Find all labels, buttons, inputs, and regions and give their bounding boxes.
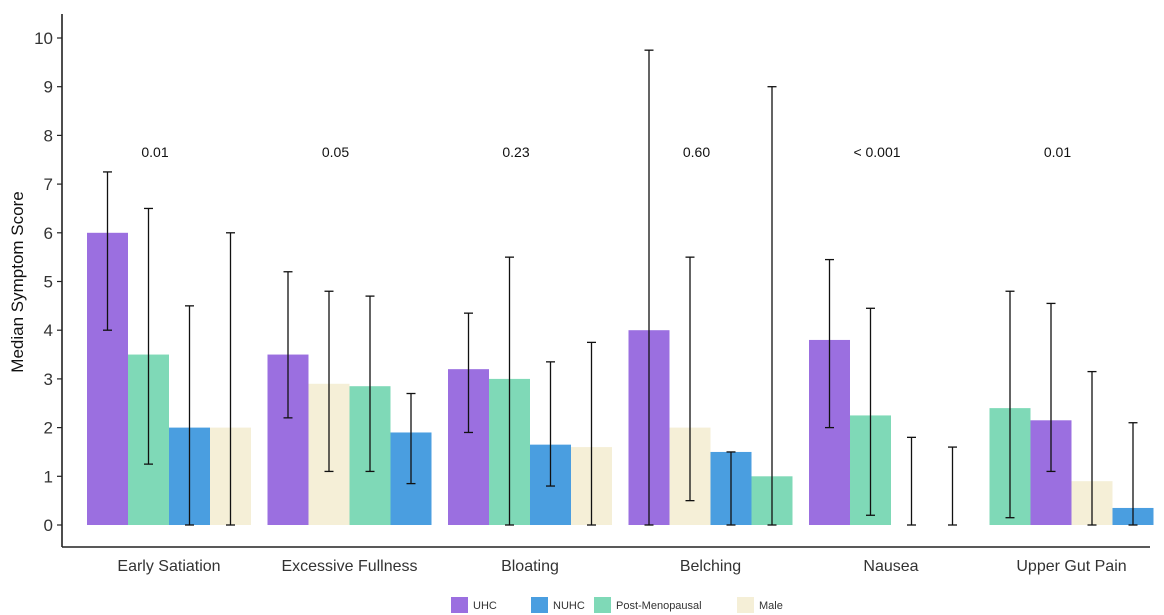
category-label-early-satiation: Early Satiation — [117, 558, 220, 575]
error-bar-early-satiation-post-menopausal — [144, 207, 153, 465]
error-bar-early-satiation-male — [226, 232, 235, 526]
error-bar-excessive-fullness-male — [324, 290, 334, 473]
category-label-excessive-fullness: Excessive Fullness — [281, 558, 417, 575]
legend: UHC NUHC Post-Menopausal Male — [451, 597, 783, 613]
error-bar-belching-uhc — [644, 49, 654, 526]
error-bar-bloating-nuhc — [546, 361, 555, 487]
error-bar-excessive-fullness-nuhc — [406, 392, 416, 485]
y-tick-label-3: 3 — [44, 370, 53, 389]
error-bar-nausea-male — [948, 446, 957, 526]
y-tick-label-0: 0 — [44, 516, 53, 535]
error-bar-belching-nuhc — [726, 451, 736, 526]
error-bar-upper-gut-pain-uhc — [1046, 302, 1056, 473]
p-value-upper-gut-pain: 0.01 — [1044, 144, 1071, 160]
y-tick-label-7: 7 — [44, 175, 53, 194]
error-bar-bloating-post-menopausal — [505, 256, 514, 526]
error-bar-excessive-fullness-post-menopausal — [365, 295, 375, 473]
category-label-bloating: Bloating — [501, 558, 559, 575]
p-value-belching: 0.60 — [683, 144, 710, 160]
legend-swatch-male — [737, 597, 754, 613]
legend-label-nuhc: NUHC — [553, 600, 585, 612]
y-tick-label-4: 4 — [44, 321, 53, 340]
category-label-nausea: Nausea — [863, 558, 918, 575]
error-bar-upper-gut-pain-male — [1087, 370, 1097, 526]
p-value-excessive-fullness: 0.05 — [322, 144, 349, 160]
y-tick-label-8: 8 — [44, 126, 53, 145]
error-bar-upper-gut-pain-nuhc — [1128, 422, 1138, 526]
legend-label-male: Male — [759, 600, 783, 612]
legend-swatch-post-menopausal — [594, 597, 611, 613]
legend-label-post-menopausal: Post-Menopausal — [616, 600, 702, 612]
y-tick-label-9: 9 — [44, 78, 53, 97]
plot-area: 0 1 2 3 4 5 6 7 8 9 10 0.01 Early Satiation 0.05 Exces… — [34, 14, 1154, 575]
y-axis-title: Median Symptom Score — [8, 191, 27, 372]
category-label-belching: Belching — [680, 558, 741, 575]
legend-label-uhc: UHC — [473, 600, 497, 612]
error-bar-belching-post-menopausal — [767, 86, 777, 526]
y-tick-label-1: 1 — [44, 467, 53, 486]
legend-swatch-nuhc — [531, 597, 548, 613]
error-bar-nausea-nuhc — [907, 436, 916, 526]
p-value-early-satiation: 0.01 — [141, 144, 168, 160]
error-bar-belching-male — [685, 256, 695, 502]
error-bar-early-satiation-uhc — [103, 171, 112, 331]
error-bar-early-satiation-nuhc — [185, 305, 194, 526]
y-tick-label-6: 6 — [44, 224, 53, 243]
error-bar-excessive-fullness-uhc — [283, 271, 293, 419]
error-bar-upper-gut-pain-post-menopausal — [1005, 290, 1015, 519]
y-tick-label-10: 10 — [34, 29, 53, 48]
error-bar-bloating-male — [587, 341, 596, 526]
p-value-bloating: 0.23 — [502, 144, 529, 160]
error-bar-nausea-post-menopausal — [866, 307, 875, 516]
error-bar-nausea-uhc — [825, 258, 834, 429]
legend-swatch-uhc — [451, 597, 468, 613]
y-tick-label-5: 5 — [44, 273, 53, 292]
category-label-upper-gut-pain: Upper Gut Pain — [1016, 558, 1126, 575]
p-value-nausea: < 0.001 — [853, 144, 900, 160]
error-bar-bloating-uhc — [464, 312, 473, 434]
y-tick-label-2: 2 — [44, 419, 53, 438]
